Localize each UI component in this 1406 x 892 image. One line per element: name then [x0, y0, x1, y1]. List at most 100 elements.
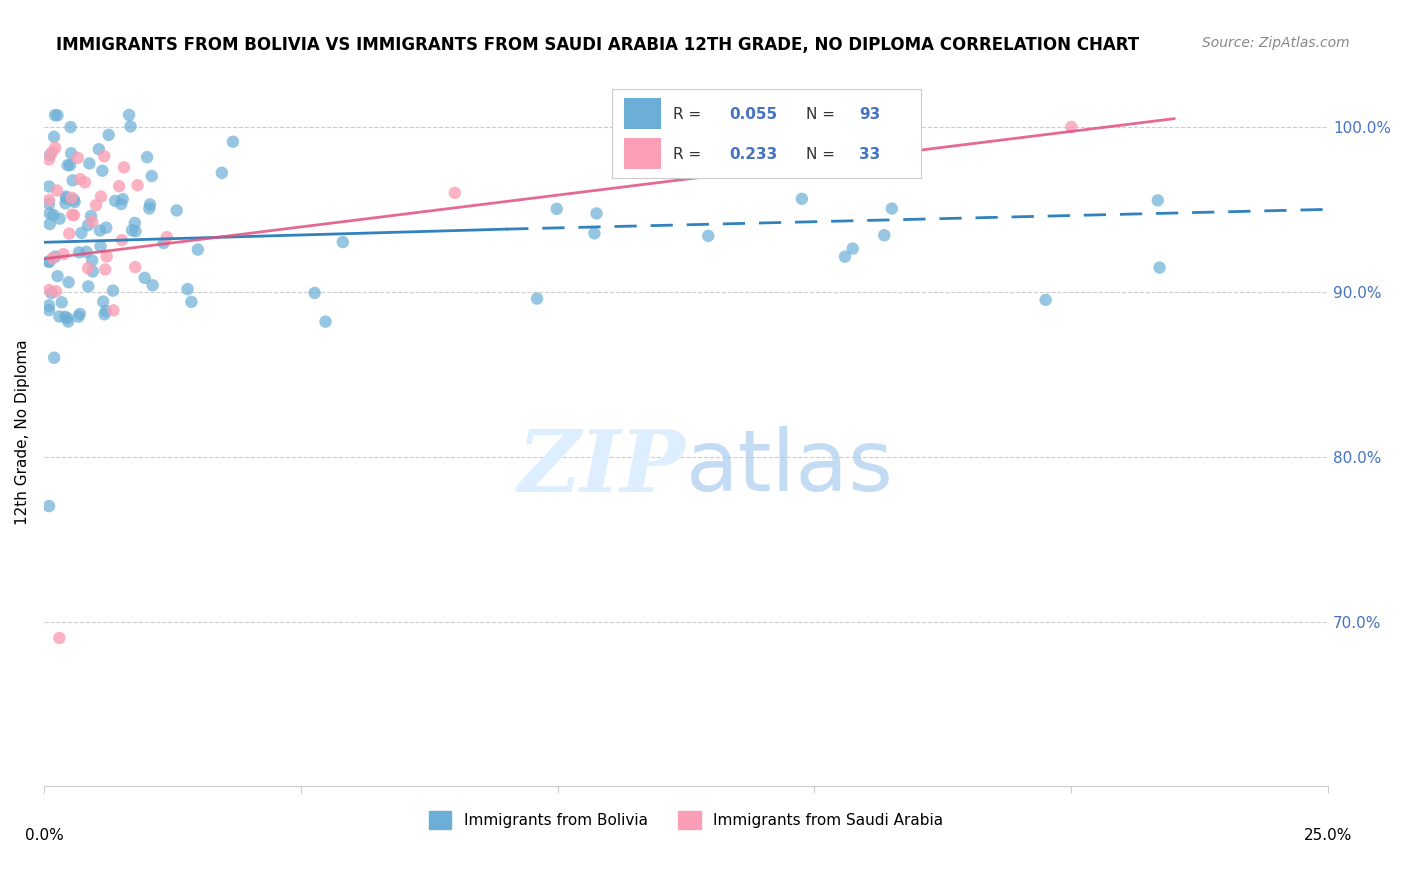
- Point: [51, 295, 73, 310]
- Point: [41, 145, 63, 160]
- Text: 0.055: 0.055: [730, 107, 778, 121]
- Point: [134, 270, 156, 285]
- Point: [42, 208, 65, 222]
- Point: [834, 250, 856, 264]
- Point: [187, 243, 209, 257]
- Point: [55, 191, 77, 205]
- Point: [38, 303, 60, 318]
- Point: [75, 244, 97, 259]
- Point: [56, 314, 79, 328]
- Point: [583, 227, 606, 241]
- Point: [127, 178, 149, 193]
- Point: [156, 230, 179, 244]
- Point: [444, 186, 467, 200]
- Text: ZIP: ZIP: [519, 425, 686, 509]
- Point: [63, 194, 86, 209]
- Point: [62, 173, 84, 187]
- Point: [90, 239, 112, 253]
- Text: R =: R =: [673, 147, 707, 161]
- Point: [60, 208, 83, 222]
- Point: [93, 307, 115, 321]
- Point: [77, 261, 100, 276]
- Point: [73, 175, 96, 189]
- Point: [46, 183, 69, 197]
- Point: [58, 227, 80, 241]
- Point: [59, 158, 82, 172]
- Point: [93, 149, 115, 163]
- Text: IMMIGRANTS FROM BOLIVIA VS IMMIGRANTS FROM SAUDI ARABIA 12TH GRADE, NO DIPLOMA C: IMMIGRANTS FROM BOLIVIA VS IMMIGRANTS FR…: [56, 36, 1139, 54]
- Point: [82, 214, 104, 228]
- Point: [38, 499, 60, 513]
- Text: 0.0%: 0.0%: [24, 828, 63, 843]
- Point: [56, 158, 79, 172]
- Point: [79, 156, 101, 170]
- Point: [1149, 260, 1171, 275]
- Point: [166, 203, 188, 218]
- Text: atlas: atlas: [686, 425, 894, 508]
- Point: [48, 310, 70, 324]
- Point: [111, 192, 134, 206]
- Point: [139, 197, 162, 211]
- Point: [56, 311, 79, 326]
- Point: [53, 310, 76, 324]
- Point: [48, 211, 70, 226]
- Point: [41, 286, 63, 301]
- Point: [60, 191, 83, 205]
- FancyBboxPatch shape: [624, 138, 661, 169]
- Point: [77, 279, 100, 293]
- Point: [96, 250, 118, 264]
- Point: [880, 202, 903, 216]
- Point: [841, 242, 863, 256]
- Point: [52, 247, 75, 261]
- Point: [38, 255, 60, 269]
- Point: [63, 208, 86, 222]
- Point: [58, 275, 80, 289]
- Point: [136, 150, 159, 164]
- Point: [67, 310, 90, 324]
- Point: [38, 283, 60, 297]
- Point: [46, 269, 69, 284]
- Point: [118, 108, 141, 122]
- Point: [45, 284, 67, 298]
- Point: [42, 129, 65, 144]
- Point: [1060, 120, 1083, 134]
- Point: [91, 163, 114, 178]
- Text: Source: ZipAtlas.com: Source: ZipAtlas.com: [1202, 36, 1350, 50]
- Point: [82, 264, 104, 278]
- Point: [103, 303, 125, 318]
- Point: [87, 142, 110, 156]
- Point: [55, 189, 77, 203]
- Point: [141, 169, 163, 183]
- Point: [38, 179, 60, 194]
- Point: [38, 196, 60, 211]
- Text: 93: 93: [859, 107, 880, 121]
- Point: [38, 298, 60, 312]
- Point: [38, 254, 60, 268]
- Text: 0.233: 0.233: [730, 147, 778, 161]
- Point: [44, 108, 66, 122]
- Point: [138, 202, 160, 216]
- Point: [59, 120, 82, 134]
- Y-axis label: 12th Grade, No Diploma: 12th Grade, No Diploma: [15, 339, 30, 524]
- Point: [91, 294, 114, 309]
- Point: [180, 294, 202, 309]
- FancyBboxPatch shape: [624, 98, 661, 129]
- Point: [60, 146, 83, 161]
- Point: [39, 148, 62, 162]
- Point: [38, 193, 60, 207]
- Point: [546, 202, 568, 216]
- Point: [790, 192, 813, 206]
- Text: 33: 33: [859, 147, 880, 161]
- Point: [38, 153, 60, 167]
- Point: [332, 235, 354, 249]
- Point: [44, 250, 66, 264]
- Text: N =: N =: [807, 107, 841, 121]
- Point: [69, 307, 91, 321]
- Point: [46, 108, 69, 122]
- Point: [82, 253, 104, 268]
- Text: N =: N =: [807, 147, 841, 161]
- Point: [526, 292, 548, 306]
- Point: [697, 228, 720, 243]
- Point: [176, 282, 198, 296]
- Point: [873, 228, 896, 243]
